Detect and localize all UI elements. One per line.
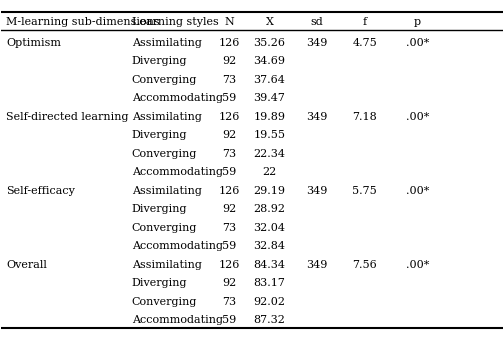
Text: 73: 73 bbox=[222, 75, 236, 85]
Text: 73: 73 bbox=[222, 297, 236, 307]
Text: 84.34: 84.34 bbox=[254, 260, 286, 270]
Text: 92: 92 bbox=[222, 130, 236, 140]
Text: Accommodating: Accommodating bbox=[132, 315, 223, 326]
Text: Accommodating: Accommodating bbox=[132, 93, 223, 104]
Text: Accommodating: Accommodating bbox=[132, 241, 223, 251]
Text: 34.69: 34.69 bbox=[254, 57, 286, 67]
Text: 59: 59 bbox=[222, 241, 236, 251]
Text: f: f bbox=[363, 17, 367, 27]
Text: Accommodating: Accommodating bbox=[132, 167, 223, 177]
Text: 126: 126 bbox=[219, 112, 240, 122]
Text: 29.19: 29.19 bbox=[254, 186, 286, 196]
Text: 7.18: 7.18 bbox=[352, 112, 377, 122]
Text: 22.34: 22.34 bbox=[254, 149, 286, 159]
Text: 59: 59 bbox=[222, 315, 236, 326]
Text: 5.75: 5.75 bbox=[352, 186, 377, 196]
Text: Diverging: Diverging bbox=[132, 130, 187, 140]
Text: Learning styles: Learning styles bbox=[132, 17, 218, 27]
Text: .00*: .00* bbox=[406, 38, 429, 48]
Text: 349: 349 bbox=[306, 186, 328, 196]
Text: 7.56: 7.56 bbox=[352, 260, 377, 270]
Text: Diverging: Diverging bbox=[132, 279, 187, 288]
Text: 126: 126 bbox=[219, 260, 240, 270]
Text: sd: sd bbox=[311, 17, 324, 27]
Text: Overall: Overall bbox=[7, 260, 47, 270]
Text: Diverging: Diverging bbox=[132, 57, 187, 67]
Text: 59: 59 bbox=[222, 93, 236, 104]
Text: Converging: Converging bbox=[132, 223, 197, 233]
Text: Assimilating: Assimilating bbox=[132, 260, 202, 270]
Text: 28.92: 28.92 bbox=[254, 204, 286, 214]
Text: 35.26: 35.26 bbox=[254, 38, 286, 48]
Text: Converging: Converging bbox=[132, 149, 197, 159]
Text: p: p bbox=[414, 17, 421, 27]
Text: Assimilating: Assimilating bbox=[132, 38, 202, 48]
Text: .00*: .00* bbox=[406, 186, 429, 196]
Text: 32.84: 32.84 bbox=[254, 241, 286, 251]
Text: 73: 73 bbox=[222, 223, 236, 233]
Text: 4.75: 4.75 bbox=[352, 38, 377, 48]
Text: Converging: Converging bbox=[132, 297, 197, 307]
Text: 73: 73 bbox=[222, 149, 236, 159]
Text: 87.32: 87.32 bbox=[254, 315, 285, 326]
Text: 39.47: 39.47 bbox=[254, 93, 285, 104]
Text: 349: 349 bbox=[306, 260, 328, 270]
Text: Self-directed learning: Self-directed learning bbox=[7, 112, 129, 122]
Text: Assimilating: Assimilating bbox=[132, 186, 202, 196]
Text: 92: 92 bbox=[222, 204, 236, 214]
Text: Assimilating: Assimilating bbox=[132, 112, 202, 122]
Text: 19.55: 19.55 bbox=[254, 130, 286, 140]
Text: M-learning sub-dimensions: M-learning sub-dimensions bbox=[7, 17, 160, 27]
Text: 126: 126 bbox=[219, 38, 240, 48]
Text: .00*: .00* bbox=[406, 112, 429, 122]
Text: Optimism: Optimism bbox=[7, 38, 61, 48]
Text: 92: 92 bbox=[222, 279, 236, 288]
Text: 92.02: 92.02 bbox=[254, 297, 286, 307]
Text: 83.17: 83.17 bbox=[254, 279, 285, 288]
Text: .00*: .00* bbox=[406, 260, 429, 270]
Text: Diverging: Diverging bbox=[132, 204, 187, 214]
Text: 32.04: 32.04 bbox=[254, 223, 286, 233]
Text: 22: 22 bbox=[263, 167, 277, 177]
Text: N: N bbox=[225, 17, 234, 27]
Text: 37.64: 37.64 bbox=[254, 75, 285, 85]
Text: 92: 92 bbox=[222, 57, 236, 67]
Text: Self-efficacy: Self-efficacy bbox=[7, 186, 75, 196]
Text: 19.89: 19.89 bbox=[254, 112, 286, 122]
Text: X: X bbox=[266, 17, 274, 27]
Text: 349: 349 bbox=[306, 112, 328, 122]
Text: Converging: Converging bbox=[132, 75, 197, 85]
Text: 59: 59 bbox=[222, 167, 236, 177]
Text: 349: 349 bbox=[306, 38, 328, 48]
Text: 126: 126 bbox=[219, 186, 240, 196]
